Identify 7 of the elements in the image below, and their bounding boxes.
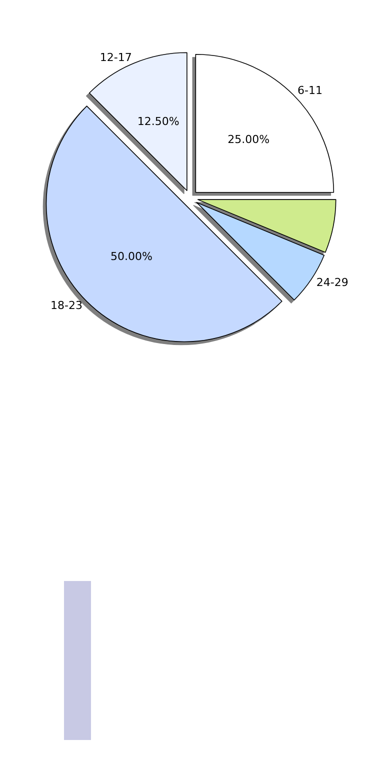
data-label: 50.00% (110, 250, 152, 264)
slice-label: 12-17 (100, 51, 132, 64)
slice-label: 18-23 (50, 298, 83, 312)
slice-label: 24-29 (316, 276, 348, 289)
data-label: 12.50% (137, 115, 180, 128)
slice-label: 6-11 (297, 84, 322, 98)
data-label: 25.00% (228, 132, 270, 146)
